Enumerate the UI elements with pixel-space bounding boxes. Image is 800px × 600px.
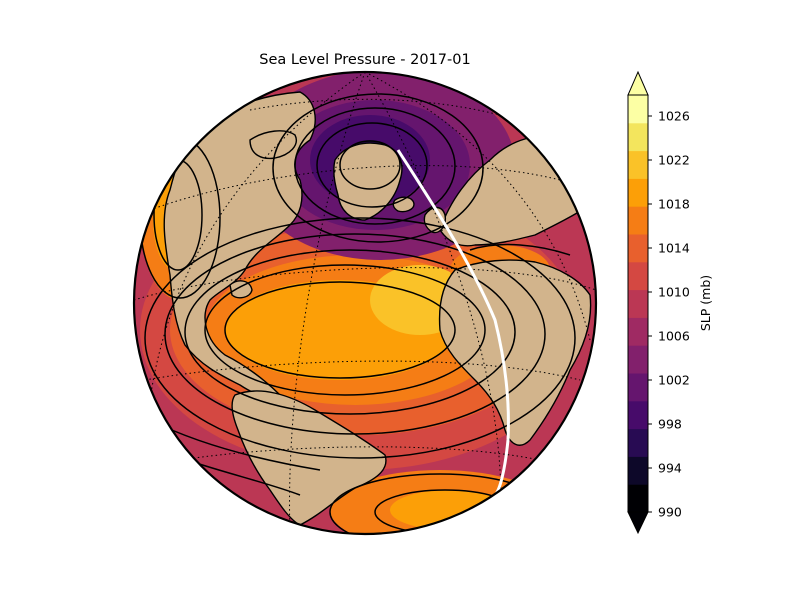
globe (134, 72, 596, 534)
isobar (224, 281, 456, 379)
isobar (339, 140, 401, 190)
colorbar-segment (628, 484, 648, 513)
colorbar-tick-label: 1006 (658, 329, 690, 344)
colorbar-tick-label: 1010 (658, 285, 690, 300)
graticule (134, 72, 596, 534)
colorbar-segment (628, 373, 648, 402)
graticule-line (249, 98, 501, 116)
colorbar-segment (628, 206, 648, 235)
colorbar-segment (628, 345, 648, 374)
colorbar-ticks: 1026 1022 1018 1014 1010 1006 1002 998 994 990 (648, 109, 690, 520)
colorbar-segment (628, 150, 648, 179)
colorbar-segment (628, 456, 648, 485)
colorbar: 1026 1022 1018 1014 1010 1006 1002 998 994 990 SL… (627, 70, 713, 535)
colorbar-tick-label: 1014 (658, 241, 690, 256)
colorbar-segment (628, 178, 648, 207)
colorbar-tick-label: 1022 (658, 153, 690, 168)
isobar (204, 264, 486, 396)
data-seam (396, 149, 510, 497)
globe-outline (132, 70, 598, 536)
isobar (294, 107, 456, 225)
graticule-line (289, 72, 366, 534)
colorbar-tick-label: 998 (658, 417, 682, 432)
colorbar-tick-label: 994 (658, 461, 682, 476)
colorbar-segment (628, 95, 648, 124)
colorbar-tick-label: 990 (658, 505, 682, 520)
colorbar-segment (628, 428, 648, 457)
colorbar-segment (628, 289, 648, 318)
graticule-line (134, 267, 596, 301)
isobar (164, 233, 546, 435)
map-title: Sea Level Pressure - 2017-01 (259, 52, 470, 68)
colorbar-segments (628, 95, 648, 513)
colorbar-tick-label: 1026 (658, 109, 690, 124)
isobar (469, 243, 571, 256)
graticule-line (364, 72, 591, 341)
colorbar-segment (628, 400, 648, 430)
colorbar-segment (628, 317, 648, 346)
colorbar-label: SLP (mb) (698, 275, 713, 331)
graticule-line (364, 72, 502, 531)
hudson-bay-island (229, 280, 253, 299)
colorbar-segment (628, 234, 648, 263)
graticule-line (149, 165, 561, 211)
colorbar-extend-high (627, 70, 649, 96)
colorbar-extend-low (627, 511, 649, 535)
isobar (184, 249, 516, 415)
isobar (316, 122, 428, 208)
colorbar-frame (627, 94, 649, 513)
north-america (163, 91, 316, 398)
colorbar-tick-label: 1018 (658, 197, 690, 212)
colorbar-tick-label: 1002 (658, 373, 690, 388)
graticule-line (144, 360, 581, 381)
colorbar-segment (628, 261, 648, 291)
graticule-line (179, 446, 541, 461)
isobar (144, 217, 576, 459)
colorbar-segment (628, 122, 648, 152)
